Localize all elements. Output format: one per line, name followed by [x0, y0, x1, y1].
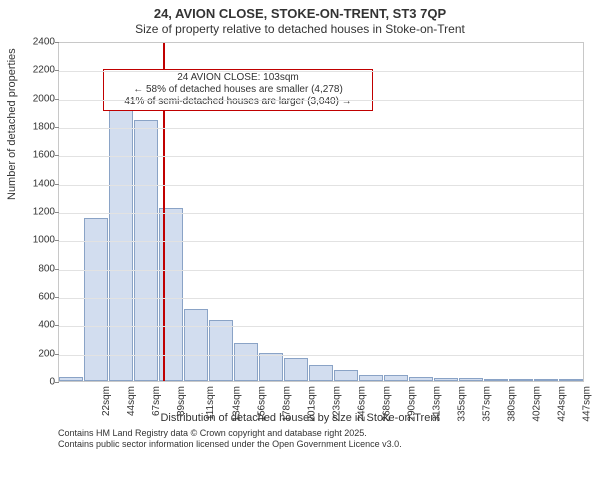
histogram-bar: [209, 320, 233, 381]
gridline: [59, 185, 583, 186]
y-ticks: 0200400600800100012001400160018002000220…: [23, 42, 55, 382]
x-tick-label: 357sqm: [482, 386, 493, 422]
histogram-bar: [559, 379, 583, 381]
histogram-bar: [84, 218, 108, 381]
x-tick-label: 134sqm: [231, 386, 242, 422]
x-tick-label: 223sqm: [332, 386, 343, 422]
y-tick-label: 400: [23, 320, 55, 331]
x-tick-label: 22sqm: [101, 386, 112, 416]
y-tick-label: 1200: [23, 207, 55, 218]
histogram-bar: [534, 379, 558, 381]
histogram-bar: [359, 375, 383, 381]
histogram-bar: [409, 377, 433, 381]
x-tick-label: 313sqm: [432, 386, 443, 422]
x-tick-label: 380sqm: [507, 386, 518, 422]
x-ticks: 22sqm 44sqm 67sqm 89sqm 111sqm 134sqm 156sqm 17…: [58, 382, 584, 432]
x-tick-label: 335sqm: [457, 386, 468, 422]
histogram-bar: [184, 309, 208, 381]
histogram-bar: [134, 120, 158, 381]
x-tick-label: 447sqm: [582, 386, 593, 422]
y-tick-label: 2000: [23, 93, 55, 104]
gridline: [59, 241, 583, 242]
attribution-line2: Contains public sector information licen…: [58, 439, 600, 450]
histogram-bar: [509, 379, 533, 381]
histogram-chart: 24 AVION CLOSE: 103sqm ← 58% of detached…: [58, 42, 584, 408]
x-tick-label: 67sqm: [151, 386, 162, 416]
histogram-bar: [434, 378, 458, 381]
gridline: [59, 128, 583, 129]
x-tick-label: 424sqm: [557, 386, 568, 422]
callout-line1: 24 AVION CLOSE: 103sqm: [110, 72, 366, 84]
x-tick-label: 290sqm: [407, 386, 418, 422]
y-tick-label: 1400: [23, 178, 55, 189]
x-tick-label: 89sqm: [176, 386, 187, 416]
y-tick-label: 600: [23, 292, 55, 303]
histogram-bar: [484, 379, 508, 381]
x-tick-label: 111sqm: [205, 386, 216, 420]
x-tick-label: 402sqm: [532, 386, 543, 422]
y-tick-label: 200: [23, 348, 55, 359]
page-title: 24, AVION CLOSE, STOKE-ON-TRENT, ST3 7QP: [0, 6, 600, 21]
x-tick-label: 201sqm: [306, 386, 317, 422]
histogram-bar: [384, 375, 408, 381]
y-tick-label: 1800: [23, 122, 55, 133]
gridline: [59, 298, 583, 299]
gridline: [59, 156, 583, 157]
page-subtitle: Size of property relative to detached ho…: [0, 22, 600, 36]
gridline: [59, 71, 583, 72]
histogram-bar: [59, 377, 83, 381]
histogram-bar: [284, 358, 308, 381]
y-tick-label: 1000: [23, 235, 55, 246]
y-tick-label: 0: [23, 377, 55, 388]
y-tick-label: 800: [23, 263, 55, 274]
gridline: [59, 270, 583, 271]
callout-box: 24 AVION CLOSE: 103sqm ← 58% of detached…: [103, 69, 373, 111]
x-tick-label: 246sqm: [357, 386, 368, 422]
y-tick-label: 1600: [23, 150, 55, 161]
gridline: [59, 100, 583, 101]
plot-area: 24 AVION CLOSE: 103sqm ← 58% of detached…: [58, 42, 584, 382]
gridline: [59, 326, 583, 327]
x-tick-label: 268sqm: [382, 386, 393, 422]
x-tick-label: 178sqm: [281, 386, 292, 422]
callout-line3: 41% of semi-detached houses are larger (…: [110, 96, 366, 108]
histogram-bar: [334, 370, 358, 381]
y-tick-label: 2200: [23, 65, 55, 76]
gridline: [59, 355, 583, 356]
histogram-bar: [259, 353, 283, 381]
callout-line2: ← 58% of detached houses are smaller (4,…: [110, 84, 366, 96]
y-tick-label: 2400: [23, 37, 55, 48]
gridline: [59, 213, 583, 214]
x-tick-label: 156sqm: [256, 386, 267, 422]
histogram-bar: [459, 378, 483, 381]
x-tick-label: 44sqm: [126, 386, 137, 416]
histogram-bar: [309, 365, 333, 381]
y-axis-label: Number of detached properties: [6, 48, 18, 200]
histogram-bar: [234, 343, 258, 381]
